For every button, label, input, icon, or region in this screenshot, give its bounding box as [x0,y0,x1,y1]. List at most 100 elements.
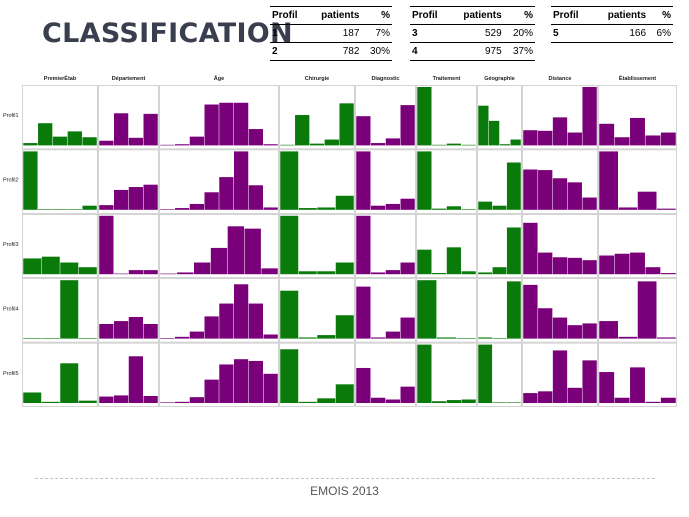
histogram-bar [248,360,263,403]
row-label: Profil3 [3,242,19,248]
histogram-bar [492,205,507,210]
histogram-bar [461,399,476,403]
histogram-bar [41,338,60,339]
histogram-bar [400,105,415,146]
histogram-bar [356,116,371,146]
histogram-bar [175,144,190,146]
histogram-bar [446,206,461,210]
footer-divider [35,478,655,479]
table-header: Profil [412,10,438,21]
histogram-bar [552,350,568,403]
histogram-bar [23,151,38,210]
histogram-bar [143,324,158,339]
histogram-bar [599,123,615,146]
histogram-bar [160,144,175,146]
histogram-bar [356,151,371,210]
histogram-bar [552,117,568,146]
histogram-cell [98,342,159,407]
histogram-bar [400,317,415,339]
table-header: Profil [272,10,298,21]
histogram-bar [143,270,158,275]
histogram-bar [660,132,676,146]
histogram-bar [446,247,461,275]
histogram-bar [175,208,190,210]
histogram-bar [128,270,143,275]
histogram-bar [160,209,175,210]
histogram-bar [630,252,645,275]
table-header: patients [321,10,360,21]
histogram-bar [280,144,295,146]
histogram-bar [538,130,553,146]
table-row: 3 529 20% [410,25,535,43]
histogram-bar [298,401,317,403]
histogram-bar [478,344,493,403]
column-label: Traitement [433,76,461,82]
row-label: Profil4 [3,306,19,312]
histogram-bar [645,401,661,403]
histogram-bar [385,138,400,146]
table-header: Profil [553,10,579,21]
histogram-bar [582,260,597,275]
histogram-bar [446,400,461,403]
column-label: Âge [214,75,224,82]
histogram-bar [335,262,354,275]
histogram-bar [385,399,400,403]
histogram-bar [263,207,278,210]
histogram-bar [227,226,245,275]
histogram-bar [193,262,211,275]
histogram-bar [371,143,386,146]
histogram-bar [371,337,386,339]
histogram-bar [60,280,79,339]
histogram-bar [219,177,234,210]
histogram-bar [317,207,336,210]
column-label: Diagnostic [371,76,399,82]
histogram-bar [523,284,538,339]
histogram-bar [210,247,228,275]
histogram-bar [582,323,597,339]
histogram-bar [280,215,299,275]
histogram-bar [41,256,60,275]
histogram-bar [204,379,219,403]
histogram-bar [538,308,553,339]
histogram-bar [478,201,493,210]
histogram-bar [52,209,68,210]
histogram-bar [567,182,582,210]
column-label: PremierÉtab [44,74,77,82]
histogram-bar [506,227,521,275]
histogram-bar [599,255,615,275]
histogram-bar [335,195,354,210]
histogram-bar [523,130,538,146]
table-header: patients [607,10,647,21]
histogram-bar [567,257,582,275]
histogram-bar [356,286,371,339]
histogram-bar [234,102,249,146]
histogram-bar [417,151,432,210]
profile-stats-table-1: Profil patients % 1 187 7% 2 782 30% [270,6,392,61]
histogram-bar [371,397,386,403]
histogram-bar [41,401,60,403]
histogram-bar [99,215,114,275]
histogram-bar [175,401,190,403]
histogram-bar [582,360,597,403]
histogram-bar [478,272,493,275]
histogram-bar [339,103,354,146]
column-label: Chirurgie [305,76,329,82]
histogram-bar [538,391,553,403]
histogram-bar [143,113,158,146]
histogram-bar [143,184,158,210]
histogram-bar [417,87,432,146]
histogram-bar [175,336,190,339]
histogram-bar [324,139,339,146]
histogram-bar [356,215,371,275]
histogram-bar [99,324,114,339]
histogram-bar [417,280,437,339]
column-label: Distance [549,76,572,82]
histogram-bar [160,402,175,403]
row-label: Profil2 [3,178,19,184]
histogram-bar [456,338,476,339]
histogram-bar [114,395,129,403]
histogram-bar [582,197,597,210]
histogram-bar [478,337,493,339]
histogram-bar [599,321,618,339]
